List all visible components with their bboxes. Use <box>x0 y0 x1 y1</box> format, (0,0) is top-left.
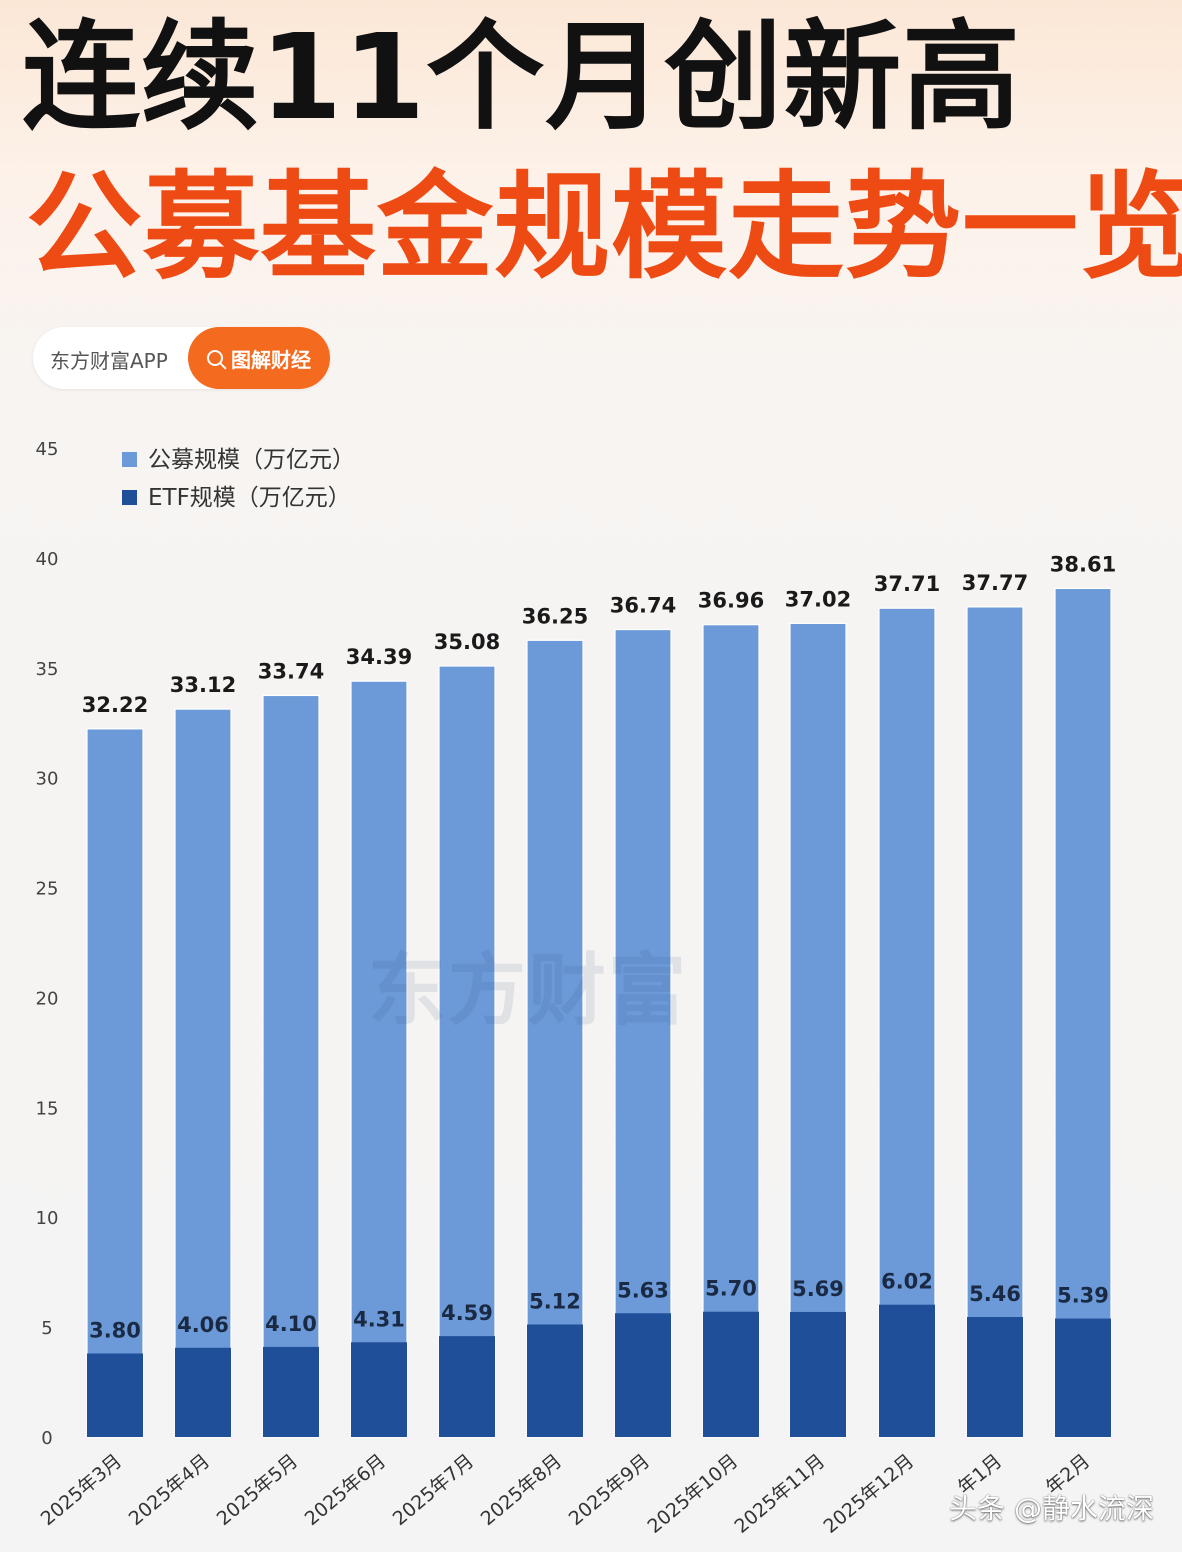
data-label-etf: 4.31 <box>353 1307 405 1331</box>
source-feature-button[interactable]: 图解财经 <box>188 327 330 389</box>
bar-chart-canvas: 0 5 10 15 20 25 30 35 40 45 公募规模（万亿元） ETF规模（万亿元） 32.… <box>36 439 1117 1538</box>
x-axis-tick-label: 2025年3月 <box>37 1450 127 1530</box>
x-axis-tick-label: 2025年11月 <box>730 1450 829 1538</box>
y-axis-tick-label: 0 <box>41 1428 52 1449</box>
attribution: 头条 @静水流深 <box>949 1492 1154 1525</box>
data-label-public-fund: 33.74 <box>258 659 324 683</box>
fund-scale-chart: 0 5 10 15 20 25 30 35 40 45 公募规模（万亿元） ETF规模（万亿元） 32.… <box>0 420 1182 1552</box>
legend-label-etf: ETF规模（万亿元） <box>148 485 351 511</box>
y-axis-tick-label: 5 <box>41 1318 52 1339</box>
data-label-public-fund: 33.12 <box>170 673 236 697</box>
headline-secondary: 公募基金规模走势一览 <box>26 160 1182 295</box>
data-label-public-fund: 36.74 <box>610 594 676 618</box>
data-label-etf: 6.02 <box>881 1270 933 1294</box>
bar-etf <box>1055 1318 1111 1437</box>
bar-etf <box>87 1353 143 1437</box>
x-axis-tick-label: 2025年9月 <box>565 1450 655 1530</box>
x-axis-tick-label: 2025年6月 <box>301 1450 391 1530</box>
data-label-public-fund: 36.96 <box>698 589 764 613</box>
bar-etf <box>703 1311 759 1437</box>
data-label-public-fund: 37.77 <box>962 571 1028 595</box>
legend-swatch-public-fund <box>122 452 137 467</box>
data-label-etf: 4.10 <box>265 1312 317 1336</box>
bar-public-fund <box>526 639 584 1438</box>
bar-public-fund <box>86 728 144 1438</box>
data-label-etf: 5.70 <box>705 1277 757 1301</box>
bar-public-fund <box>614 628 672 1438</box>
x-axis-tick-label: 2025年10月 <box>643 1450 742 1538</box>
bar-public-fund <box>438 665 496 1438</box>
bar-etf <box>615 1313 671 1437</box>
y-axis-tick-label: 35 <box>36 659 59 680</box>
bar-public-fund <box>262 694 320 1438</box>
bar-public-fund <box>350 680 408 1438</box>
legend-swatch-etf <box>122 490 137 505</box>
x-axis-tick-label: 2025年8月 <box>477 1450 567 1530</box>
data-label-etf: 4.06 <box>177 1313 229 1337</box>
data-label-public-fund: 37.71 <box>874 572 940 596</box>
legend-label-public-fund: 公募规模（万亿元） <box>148 447 355 473</box>
bar-etf <box>439 1336 495 1437</box>
bar-etf <box>879 1304 935 1437</box>
y-axis-tick-label: 40 <box>36 549 59 570</box>
data-label-etf: 3.80 <box>89 1318 141 1342</box>
y-axis-tick-label: 10 <box>36 1208 59 1229</box>
y-axis-tick-label: 20 <box>36 988 59 1009</box>
bar-public-fund <box>1054 587 1112 1438</box>
x-axis-tick-label: 2025年5月 <box>213 1450 303 1530</box>
data-label-public-fund: 37.02 <box>785 587 851 611</box>
search-icon <box>207 350 223 366</box>
y-axis-tick-label: 15 <box>36 1098 59 1119</box>
y-axis-tick-label: 30 <box>36 769 59 790</box>
y-axis-tick-label: 45 <box>36 439 59 460</box>
source-feature-button-label: 图解财经 <box>231 347 311 372</box>
source-tag: 东方财富APP 图解财经 <box>33 327 330 389</box>
bar-etf <box>790 1311 846 1437</box>
bar-public-fund <box>789 622 847 1438</box>
bar-etf <box>175 1347 231 1437</box>
x-axis-tick-label: 2025年7月 <box>389 1450 479 1530</box>
data-label-public-fund: 35.08 <box>434 630 500 654</box>
data-label-etf: 5.39 <box>1057 1284 1109 1308</box>
x-axis-tick-label: 2025年4月 <box>125 1450 215 1530</box>
data-label-etf: 5.63 <box>617 1278 669 1302</box>
bar-etf <box>527 1324 583 1437</box>
source-app-label: 东方财富APP <box>50 349 168 373</box>
y-axis-tick-label: 25 <box>36 879 59 900</box>
bar-public-fund <box>966 606 1024 1438</box>
data-label-public-fund: 36.25 <box>522 604 588 628</box>
data-label-etf: 5.46 <box>969 1282 1021 1306</box>
data-label-etf: 4.59 <box>441 1301 493 1325</box>
bar-etf <box>263 1346 319 1437</box>
bar-public-fund <box>174 708 232 1438</box>
data-label-public-fund: 34.39 <box>346 645 412 669</box>
headline-primary: 连续11个月创新高 <box>22 8 1022 146</box>
data-label-etf: 5.69 <box>792 1277 844 1301</box>
x-axis-tick-label: 2025年12月 <box>819 1450 918 1538</box>
data-label-etf: 5.12 <box>529 1289 581 1313</box>
bar-etf <box>351 1342 407 1437</box>
data-label-public-fund: 32.22 <box>82 693 148 717</box>
data-label-public-fund: 38.61 <box>1050 552 1116 576</box>
bar-etf <box>967 1317 1023 1437</box>
